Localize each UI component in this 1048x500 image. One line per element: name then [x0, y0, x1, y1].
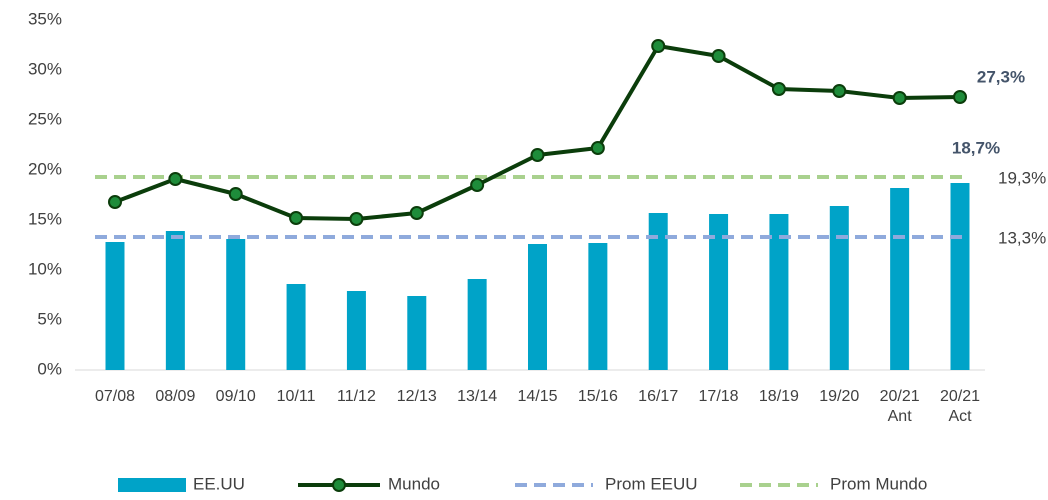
reference-label: 19,3%: [998, 168, 1046, 187]
y-tick-label: 5%: [37, 309, 62, 328]
bar: [407, 296, 427, 370]
x-tick-label: 08/09: [155, 388, 196, 405]
bar: [346, 291, 366, 370]
bar: [165, 231, 185, 370]
bar: [105, 242, 125, 370]
bar: [890, 188, 910, 370]
line-marker: [892, 91, 907, 105]
line-marker: [590, 141, 605, 155]
line-marker: [349, 212, 364, 226]
y-tick-label: 0%: [37, 359, 62, 378]
y-tick-label: 25%: [28, 109, 62, 128]
line-marker: [651, 39, 666, 53]
x-tick-label: 18/19: [758, 388, 799, 405]
reference-label: 13,3%: [998, 228, 1046, 247]
line-marker: [953, 90, 967, 104]
x-tick-label: 20/21 Act: [939, 388, 981, 425]
line-marker: [409, 206, 424, 220]
bar: [829, 206, 849, 370]
y-tick-label: 35%: [28, 9, 62, 28]
y-tick-label: 10%: [28, 259, 62, 278]
line-marker: [771, 82, 786, 96]
y-tick-label: 20%: [28, 159, 62, 178]
legend-label: Mundo: [388, 474, 440, 493]
legend-label: Prom EEUU: [605, 474, 698, 493]
x-tick-label: 20/21 Ant: [879, 388, 920, 425]
x-tick-label: 14/15: [517, 388, 558, 405]
line-marker: [168, 172, 183, 186]
x-tick-label: 17/18: [698, 388, 739, 405]
x-tick-label: 19/20: [819, 388, 860, 405]
bar: [648, 213, 668, 370]
x-tick-label: 10/11: [276, 388, 316, 405]
legend-label: Prom Mundo: [830, 474, 927, 493]
x-tick-label: 07/08: [94, 388, 136, 405]
line-marker: [530, 148, 545, 162]
line-marker: [711, 49, 726, 63]
x-tick-label: 09/10: [215, 388, 256, 405]
legend-label: EE.UU: [193, 474, 245, 493]
bar: [467, 279, 487, 370]
line-marker: [470, 178, 485, 192]
bar: [226, 239, 246, 370]
line-marker: [832, 84, 847, 98]
bar: [588, 243, 608, 370]
line-marker: [228, 187, 243, 201]
x-tick-label: 13/14: [457, 388, 498, 405]
y-tick-label: 15%: [28, 209, 62, 228]
y-tick-label: 30%: [28, 59, 62, 78]
line-marker: [108, 195, 122, 209]
bar: [286, 284, 306, 370]
bar: [709, 214, 729, 370]
bar: [769, 214, 789, 370]
x-tick-label: 11/12: [336, 388, 376, 405]
bar: [528, 244, 547, 370]
x-tick-label: 16/17: [638, 388, 679, 405]
line-marker: [289, 211, 304, 225]
bar: [950, 183, 970, 370]
x-tick-label: 12/13: [396, 388, 437, 405]
x-tick-label: 15/16: [577, 388, 618, 405]
legend-swatch: [332, 478, 346, 492]
data-label: 18,7%: [952, 138, 1000, 157]
data-label: 27,3%: [977, 67, 1025, 86]
legend-swatch: [118, 478, 186, 492]
